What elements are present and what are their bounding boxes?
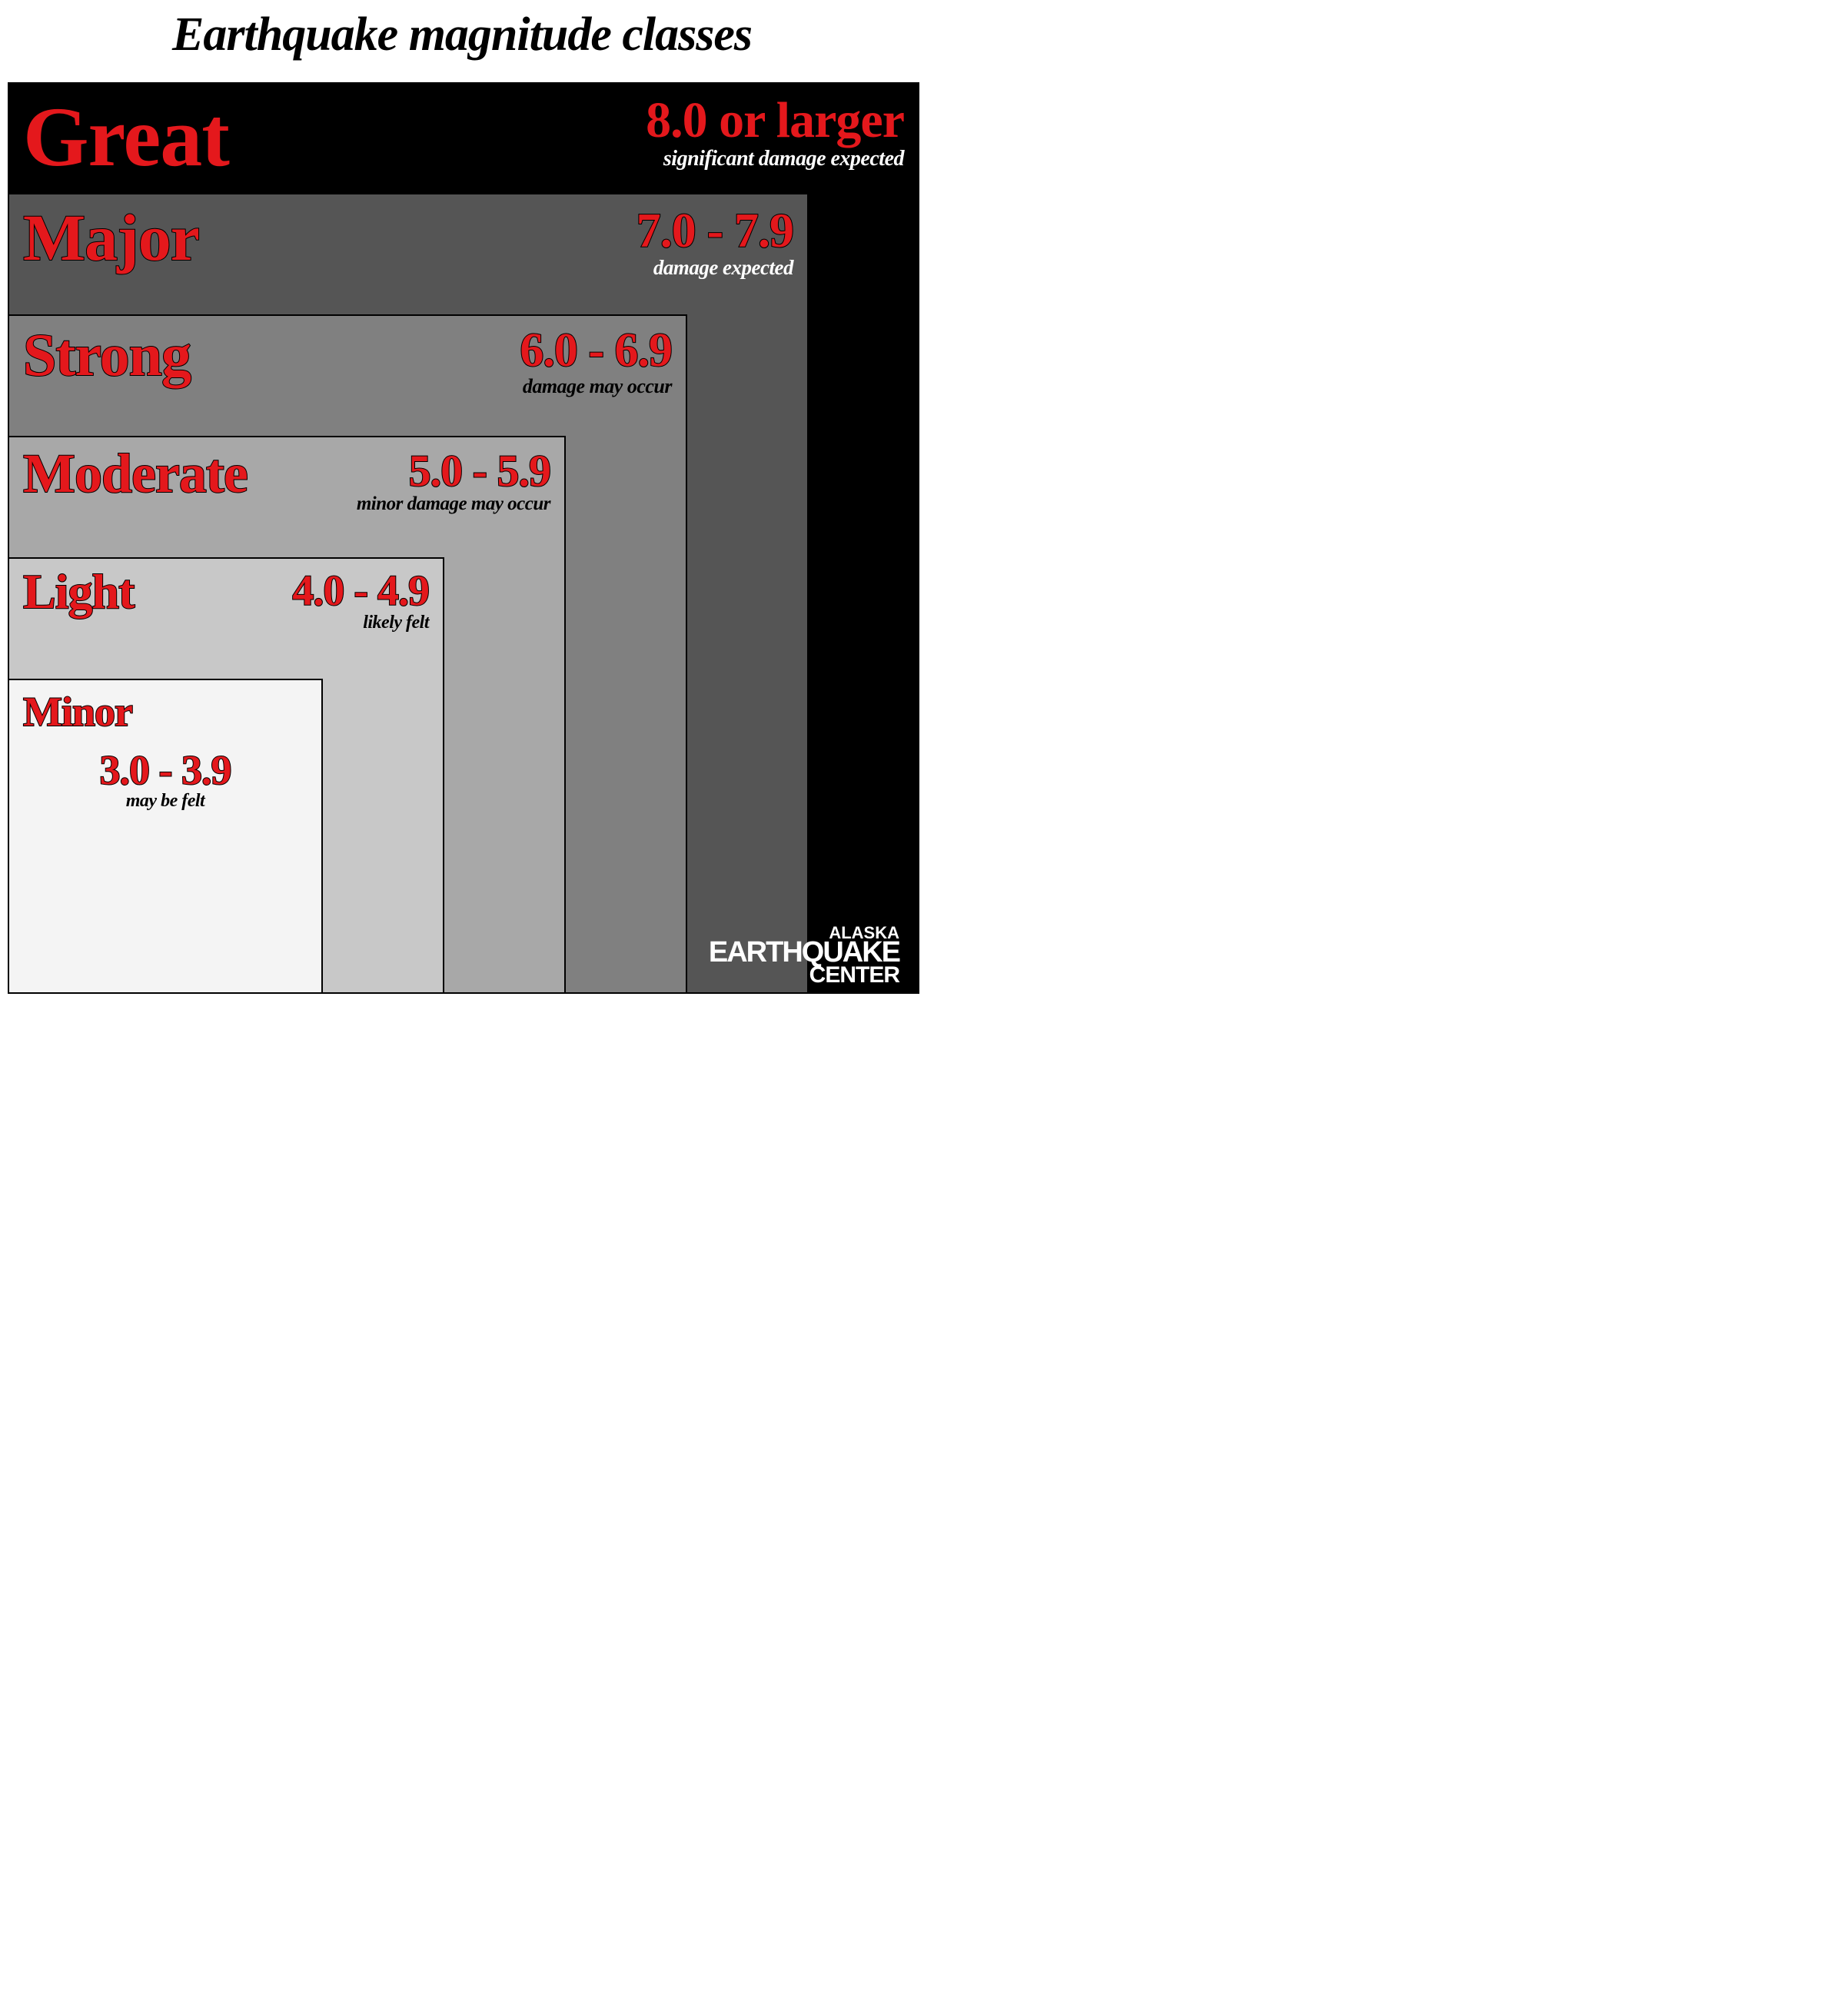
range-light: 4.0 - 4.9 (292, 567, 429, 615)
box-header: Strong 6.0 - 6.9 damage may occur (9, 316, 686, 398)
desc-light: likely felt (292, 613, 429, 633)
box-header: Light 4.0 - 4.9 likely felt (9, 559, 443, 633)
class-name-light: Light (23, 563, 134, 620)
attribution: ALASKA EARTHQUAKE CENTER (709, 926, 899, 985)
box-header: Minor 3.0 - 3.9 may be felt (9, 680, 321, 819)
box-header: Major 7.0 - 7.9 damage expected (9, 194, 807, 280)
class-name-great: Great (23, 88, 229, 186)
range-great: 8.0 or larger (646, 92, 904, 148)
desc-strong: damage may occur (520, 375, 672, 398)
class-name-strong: Strong (23, 321, 191, 390)
range-block: 5.0 - 5.9 minor damage may occur (357, 442, 550, 515)
range-block: 8.0 or larger significant damage expecte… (646, 88, 904, 171)
desc-moderate: minor damage may occur (357, 493, 550, 515)
desc-great: significant damage expected (646, 147, 904, 171)
infographic-container: Earthquake magnitude classes Great 8.0 o… (0, 0, 924, 1002)
attribution-line2: EARTHQUAKE (709, 940, 899, 965)
range-block: 6.0 - 6.9 damage may occur (520, 321, 672, 398)
class-name-minor: Minor (23, 688, 307, 736)
range-block: 7.0 - 7.9 damage expected (636, 199, 793, 280)
box-header: Moderate 5.0 - 5.9 minor damage may occu… (9, 437, 564, 515)
range-block: 4.0 - 4.9 likely felt (292, 563, 429, 633)
class-name-moderate: Moderate (23, 442, 248, 506)
range-minor: 3.0 - 3.9 (100, 747, 231, 793)
desc-minor: may be felt (23, 791, 307, 812)
range-block: 3.0 - 3.9 may be felt (23, 746, 307, 812)
range-strong: 6.0 - 6.9 (520, 324, 672, 377)
box-header: Great 8.0 or larger significant damage e… (9, 84, 918, 186)
desc-major: damage expected (636, 256, 793, 280)
page-title: Earthquake magnitude classes (0, 0, 924, 68)
range-moderate: 5.0 - 5.9 (409, 446, 550, 496)
class-name-major: Major (23, 199, 199, 276)
range-major: 7.0 - 7.9 (636, 203, 793, 257)
class-box-minor: Minor 3.0 - 3.9 may be felt (8, 679, 323, 994)
